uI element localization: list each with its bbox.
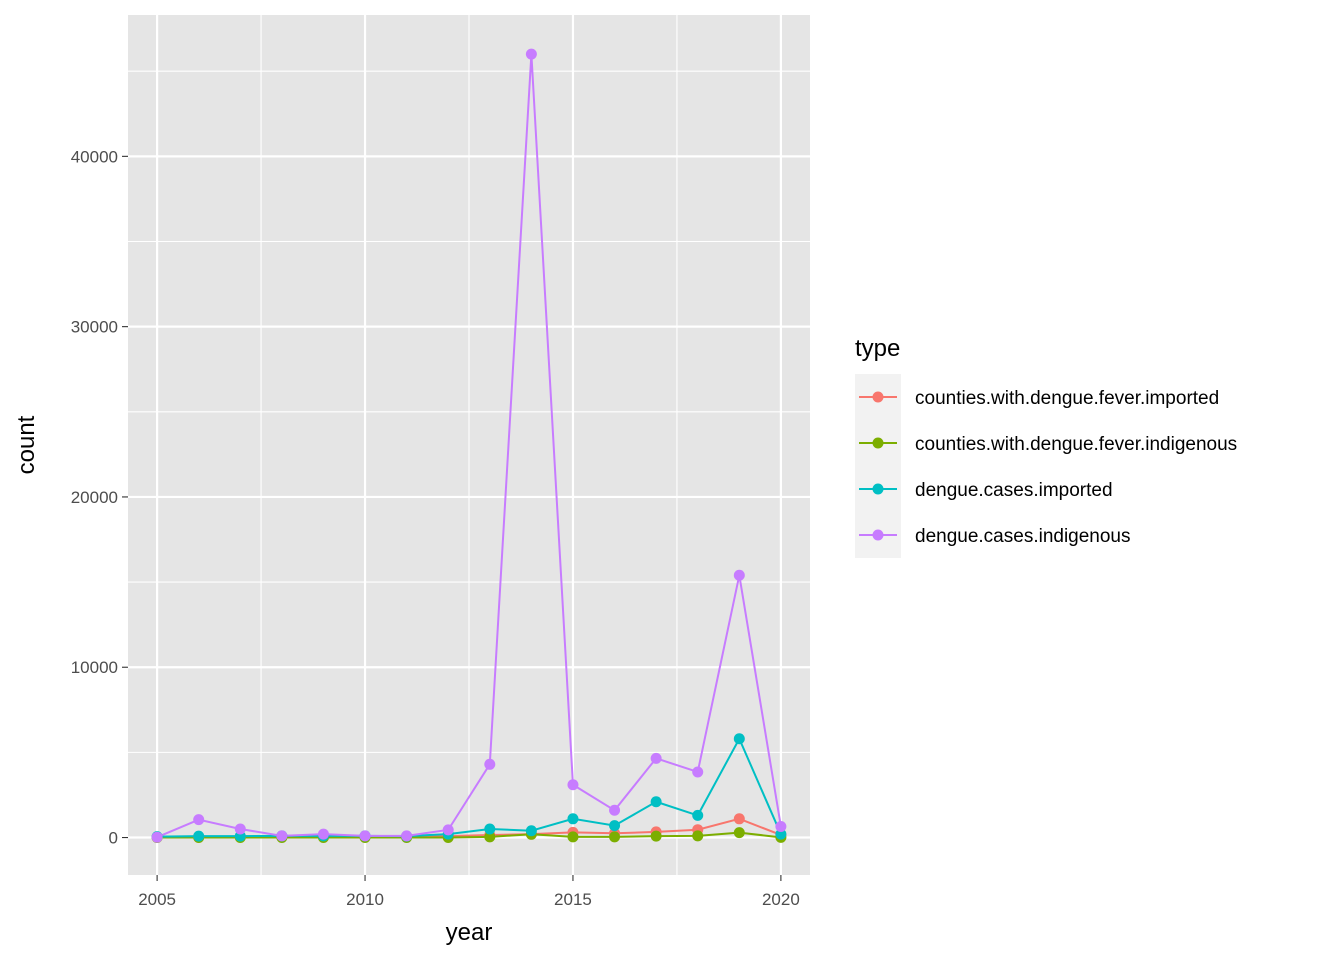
data-point-series-2 (692, 830, 704, 842)
legend-key-point (872, 483, 884, 495)
data-point-series-2 (567, 831, 579, 843)
y-axis-ticks: 0 10000 20000 30000 40000 (71, 147, 128, 848)
data-point-series-1 (733, 813, 745, 825)
data-point-series-4 (401, 830, 413, 842)
x-axis-ticks: 2005 2010 2015 2020 (138, 875, 800, 909)
y-tick-label: 10000 (71, 658, 118, 677)
y-tick-label: 20000 (71, 488, 118, 507)
data-point-series-4 (484, 758, 496, 770)
data-point-series-3 (525, 825, 537, 837)
legend-label: dengue.cases.indigenous (915, 526, 1131, 547)
legend-label: dengue.cases.imported (915, 480, 1113, 501)
y-tick-label: 30000 (71, 318, 118, 337)
data-point-series-2 (484, 831, 496, 843)
data-point-series-3 (484, 823, 496, 835)
series-line-2 (157, 831, 782, 839)
data-point-series-4 (775, 820, 787, 832)
legend-key-point (872, 529, 884, 541)
legend-title: type (855, 335, 900, 362)
data-point-series-4 (151, 831, 163, 843)
data-point-series-3 (567, 813, 579, 825)
data-point-series-2 (609, 831, 621, 843)
legend-key-point (872, 437, 884, 449)
data-point-series-4 (525, 48, 537, 60)
series-line-3 (157, 736, 782, 838)
x-axis-title: year (446, 919, 493, 946)
data-point-series-3 (650, 796, 662, 808)
y-axis-title: count (13, 415, 40, 474)
legend-label: counties.with.dengue.fever.indigenous (915, 434, 1237, 455)
x-tick-label: 2020 (762, 890, 800, 909)
data-point-series-4 (317, 828, 329, 840)
data-point-series-4 (359, 830, 371, 842)
data-point-series-3 (193, 830, 205, 842)
series-line-4 (156, 54, 782, 839)
minor-gridlines (128, 15, 810, 875)
data-point-series-2 (650, 830, 662, 842)
data-point-series-4 (193, 814, 205, 826)
data-point-series-4 (733, 569, 745, 581)
data-point-series-3 (733, 733, 745, 745)
data-point-series-3 (609, 820, 621, 832)
data-point-series-4 (609, 804, 621, 816)
series-lines (156, 54, 782, 839)
legend-label: counties.with.dengue.fever.imported (915, 388, 1219, 409)
data-point-series-4 (567, 779, 579, 791)
legend-key-background (855, 374, 901, 558)
x-tick-label: 2015 (554, 890, 592, 909)
y-tick-label: 0 (109, 829, 118, 848)
major-gridlines (128, 15, 810, 875)
data-point-series-4 (442, 824, 454, 836)
data-point-series-3 (775, 828, 787, 840)
data-point-series-4 (276, 830, 288, 842)
data-point-series-4 (650, 752, 662, 764)
data-point-series-3 (692, 809, 704, 821)
series-points (151, 48, 787, 844)
data-point-series-2 (733, 827, 745, 839)
x-tick-label: 2005 (138, 890, 176, 909)
legend: type counties.with.dengue.fever.imported… (855, 335, 1237, 558)
data-point-series-4 (692, 766, 704, 778)
legend-key-point (872, 391, 884, 403)
x-tick-label: 2010 (346, 890, 384, 909)
y-tick-label: 40000 (71, 147, 118, 166)
data-point-series-4 (234, 823, 246, 835)
